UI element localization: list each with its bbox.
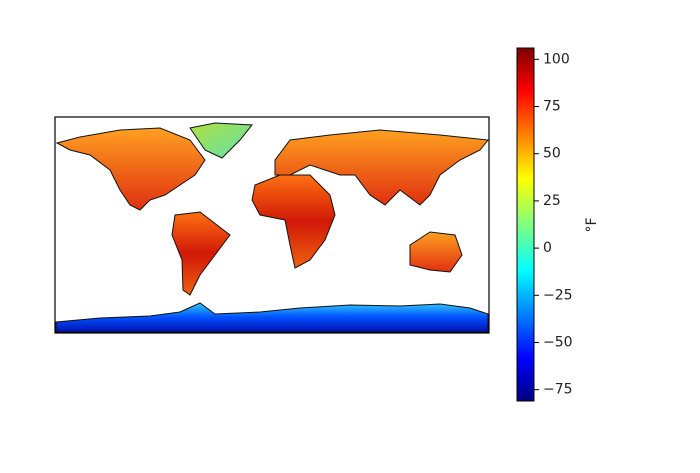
- colorbar-label: °F: [584, 217, 600, 232]
- colorbar-tick-label: 25: [543, 193, 561, 209]
- africa: [251, 174, 336, 269]
- colorbar-tick-label: 50: [543, 146, 561, 162]
- australia: [409, 231, 463, 273]
- colorbar-tick-label: 75: [543, 99, 561, 115]
- south-america: [171, 211, 231, 296]
- north-america: [55, 127, 206, 211]
- colorbar-tick-label: 0: [543, 240, 552, 256]
- colorbar-ticks: −75 −50 −25 0 25 50 75 100: [534, 51, 573, 398]
- greenland: [189, 122, 253, 159]
- map: [54, 116, 490, 334]
- colorbar-tick-label: −75: [543, 382, 573, 398]
- colorbar: [516, 47, 535, 402]
- eurasia: [274, 129, 489, 206]
- colorbar-tick-label: −25: [543, 287, 573, 303]
- antarctica: [55, 302, 489, 333]
- colorbar-tick-label: −50: [543, 334, 573, 350]
- colorbar-tick-label: 100: [543, 51, 570, 67]
